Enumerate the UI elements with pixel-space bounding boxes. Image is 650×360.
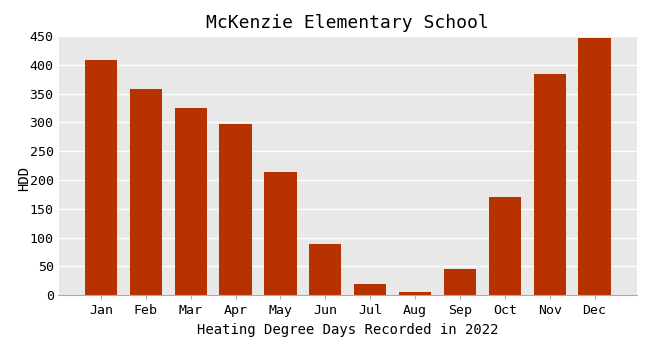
Bar: [175, 108, 207, 295]
Bar: [84, 60, 117, 295]
Y-axis label: HDD: HDD: [17, 166, 31, 191]
Bar: [399, 292, 431, 295]
Bar: [309, 244, 341, 295]
Bar: [265, 172, 296, 295]
Title: McKenzie Elementary School: McKenzie Elementary School: [207, 14, 489, 32]
Bar: [578, 38, 611, 295]
Bar: [444, 269, 476, 295]
Bar: [220, 123, 252, 295]
Bar: [129, 89, 162, 295]
Bar: [489, 197, 521, 295]
Bar: [354, 284, 386, 295]
Bar: [534, 74, 566, 295]
X-axis label: Heating Degree Days Recorded in 2022: Heating Degree Days Recorded in 2022: [197, 323, 499, 337]
